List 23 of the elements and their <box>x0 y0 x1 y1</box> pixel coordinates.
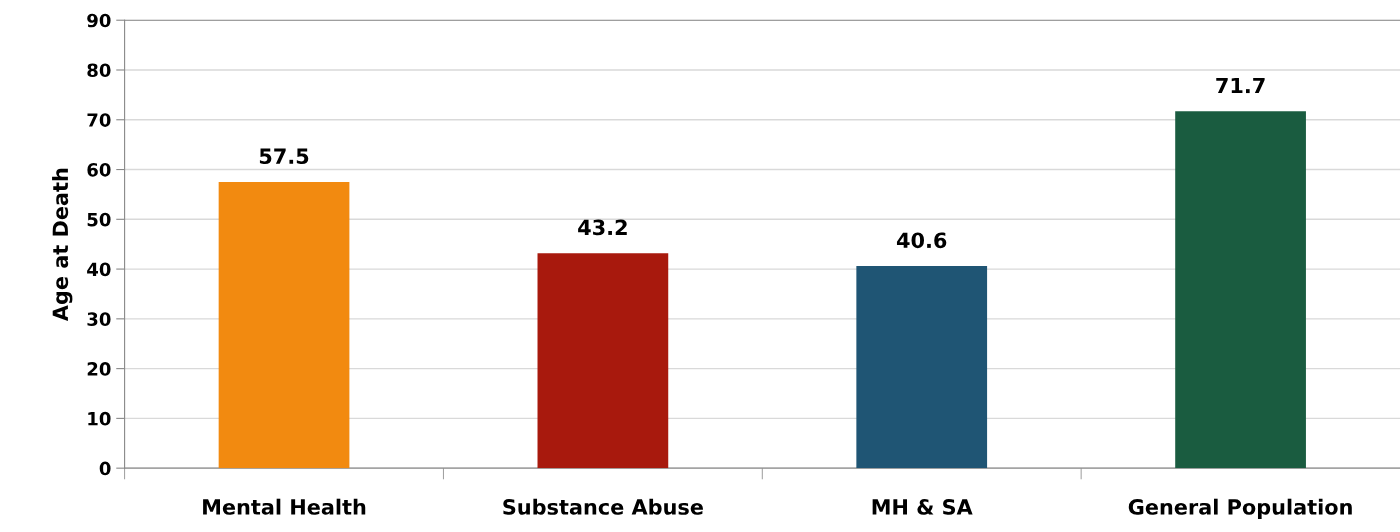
bar <box>1175 111 1306 469</box>
data-label: 57.5 <box>259 148 309 165</box>
x-tick-label: Substance Abuse <box>503 498 703 515</box>
bar <box>218 181 350 469</box>
data-label: 40.6 <box>896 232 947 249</box>
bar <box>856 266 988 469</box>
y-tick-label: 90 <box>87 13 111 28</box>
data-label: 71.7 <box>1216 77 1265 94</box>
x-tick-label: General Population <box>1128 498 1352 519</box>
x-tick-label: MH & SA <box>872 499 973 515</box>
y-tick-label: 40 <box>87 262 111 277</box>
y-tick-label: 70 <box>87 113 111 127</box>
y-tick-label: 0 <box>99 461 111 476</box>
y-tick-label: 10 <box>88 411 111 426</box>
y-axis-title: Age at Death <box>52 168 73 322</box>
y-tick-label: 80 <box>87 63 111 78</box>
data-label: 43.2 <box>578 219 627 236</box>
x-tick-label: Mental Health <box>203 498 366 515</box>
y-tick-label: 30 <box>87 312 111 326</box>
y-tick-label: 20 <box>87 362 111 376</box>
y-tick-label: 60 <box>87 162 111 177</box>
bar <box>537 253 669 469</box>
y-tick-label: 50 <box>87 212 111 227</box>
